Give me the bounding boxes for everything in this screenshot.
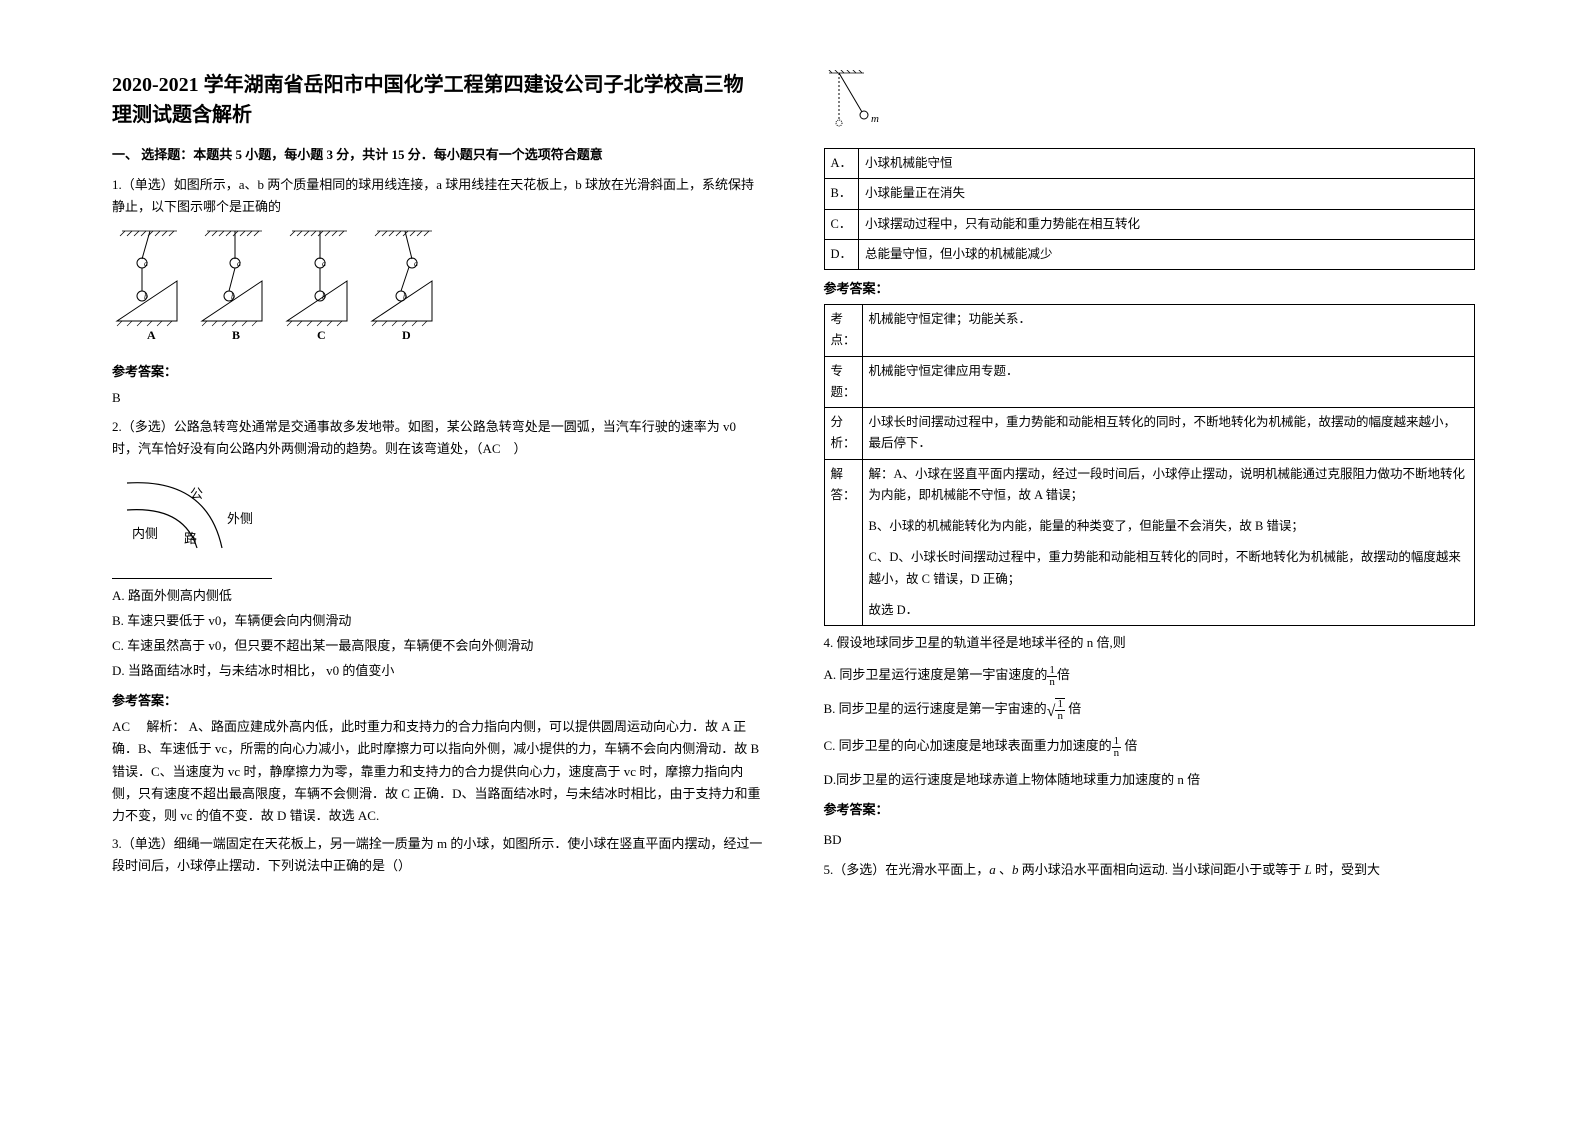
q2-stem: 2.（多选）公路急转弯处通常是交通事故多发地带。如图，某公路急转弯处是一圆弧，当… [112, 416, 764, 460]
q1-label-c: C [317, 328, 326, 342]
q5-stem: 5.（多选）在光滑水平面上，a 、b 两小球沿水平面相向运动. 当小球间距小于或… [824, 859, 1476, 881]
frac-icon: 1n [1112, 736, 1122, 759]
q3-stem: 3.（单选）细绳一端固定在天花板上，另一端拴一质量为 m 的小球，如图所示．使小… [112, 833, 764, 877]
table-row: A．小球机械能守恒 [824, 149, 1475, 179]
q4-stem: 4. 假设地球同步卫星的轨道半径是地球半径的 n 倍,则 [824, 632, 1476, 654]
q3-optB-label: B． [824, 179, 859, 209]
q2-optA: A. 路面外侧高内侧低 [112, 585, 764, 607]
q1-label-d: D [402, 328, 411, 342]
q3-options-table: A．小球机械能守恒 B．小球能量正在消失 C．小球摆动过程中，只有动能和重力势能… [824, 148, 1476, 270]
q2-outer-label: 外侧 [227, 511, 253, 526]
q4-optA: A. 同步卫星运行速度是第一宇宙速度的1n倍 [824, 664, 1476, 688]
q4-optB: B. 同步卫星的运行速度是第一宇宙速的√1n 倍 [824, 698, 1476, 725]
q3-optD-label: D． [824, 239, 859, 269]
q5-var-L: L [1305, 862, 1312, 877]
q3-row4-p4: 故选 D． [869, 600, 1469, 621]
q2-optC: C. 车速虽然高于 v0，但只要不超出某一最高限度，车辆便不会向外侧滑动 [112, 635, 764, 657]
q3-m-label: m [871, 113, 879, 125]
q2-svg: 内侧 外侧 公 路 [112, 468, 272, 563]
q3-row3-label: 分析： [824, 408, 862, 460]
q4-answer-label: 参考答案： [824, 799, 1476, 821]
q5-pre: 5.（多选）在光滑水平面上， [824, 862, 990, 877]
q3-row4-label: 解答： [824, 459, 862, 626]
q3-row2: 机械能守恒定律应用专题． [862, 356, 1475, 408]
frac-icon: 1n [1055, 698, 1065, 722]
q3-optB: 小球能量正在消失 [859, 179, 1475, 209]
exam-title: 2020-2021 学年湖南省岳阳市中国化学工程第四建设公司子北学校高三物理测试… [112, 70, 764, 130]
q1-answer-label: 参考答案： [112, 361, 764, 383]
q5-mid2: 两小球沿水平面相向运动. 当小球间距小于或等于 [1019, 862, 1305, 877]
q3-svg: m [824, 70, 894, 135]
q3-optA: 小球机械能守恒 [859, 149, 1475, 179]
q3-row4-p2: B、小球的机械能转化为内能，能量的种类变了，但能量不会消失，故 B 错误； [869, 516, 1469, 537]
q3-row4-p3: C、D、小球长时间摆动过程中，重力势能和动能相互转化的同时，不断地转化为机械能，… [869, 547, 1469, 590]
svg-text:a: a [144, 259, 148, 268]
table-row: 分析：小球长时间摆动过程中，重力势能和动能相互转化的同时，不断地转化为机械能，故… [824, 408, 1475, 460]
q2-explain: 解析： A、路面应建成外高内低，此时重力和支持力的合力指向内侧，可以提供圆周运动… [112, 719, 761, 822]
q2-answer: AC [112, 719, 130, 734]
svg-text:a: a [322, 259, 326, 268]
svg-text:a: a [414, 259, 418, 268]
frac-icon: 1n [1047, 665, 1057, 688]
q1-label-b: B [232, 328, 240, 342]
q5-suf: 时，受到大 [1312, 862, 1380, 877]
right-column: m A．小球机械能守恒 B．小球能量正在消失 C．小球摆动过程中，只有动能和重力… [794, 70, 1488, 1082]
q4-optB-suf: 倍 [1065, 701, 1081, 716]
q1-diagram: a b A a b [112, 226, 764, 353]
q3-row3: 小球长时间摆动过程中，重力势能和动能相互转化的同时，不断地转化为机械能，故摆动的… [862, 408, 1475, 460]
q2-inner-label: 内侧 [132, 526, 158, 541]
q2-road-label2: 路 [184, 531, 197, 546]
table-row: B．小球能量正在消失 [824, 179, 1475, 209]
table-row: 考点：机械能守恒定律；功能关系． [824, 305, 1475, 357]
q3-row1-label: 考点： [824, 305, 862, 357]
q1-answer: B [112, 387, 764, 409]
q1-svg: a b A a b [112, 226, 452, 346]
q2-diagram: 内侧 外侧 公 路 [112, 468, 764, 570]
q4-optC: C. 同步卫星的向心加速度是地球表面重力加速度的1n 倍 [824, 735, 1476, 759]
q3-optA-label: A． [824, 149, 859, 179]
sqrt-icon: √ [1047, 703, 1056, 720]
q3-row2-label: 专题： [824, 356, 862, 408]
svg-text:a: a [237, 259, 241, 268]
q3-diagram: m [824, 70, 1476, 142]
table-row: 解答： 解：A、小球在竖直平面内摆动，经过一段时间后，小球停止摆动，说明机械能通… [824, 459, 1475, 626]
q2-road-label1: 公 [190, 486, 203, 501]
left-column: 2020-2021 学年湖南省岳阳市中国化学工程第四建设公司子北学校高三物理测试… [100, 70, 794, 1082]
q4-optA-suf: 倍 [1057, 667, 1070, 682]
svg-text:b: b [144, 292, 148, 301]
q4-optD: D.同步卫星的运行速度是地球赤道上物体随地球重力加速度的 n 倍 [824, 769, 1476, 791]
q2-answer-explain: AC 解析： A、路面应建成外高内低，此时重力和支持力的合力指向内侧，可以提供圆… [112, 716, 764, 826]
q3-analysis-table: 考点：机械能守恒定律；功能关系． 专题：机械能守恒定律应用专题． 分析：小球长时… [824, 304, 1476, 626]
q3-row4: 解：A、小球在竖直平面内摆动，经过一段时间后，小球停止摆动，说明机械能通过克服阻… [862, 459, 1475, 626]
q3-optC-label: C． [824, 209, 859, 239]
q3-optD: 总能量守恒，但小球的机械能减少 [859, 239, 1475, 269]
q2-answer-label: 参考答案： [112, 690, 764, 712]
q3-row4-p1: 解：A、小球在竖直平面内摆动，经过一段时间后，小球停止摆动，说明机械能通过克服阻… [869, 464, 1469, 507]
q1-stem: 1.（单选）如图所示，a、b 两个质量相同的球用线连接，a 球用线挂在天花板上，… [112, 174, 764, 218]
q3-row1: 机械能守恒定律；功能关系． [862, 305, 1475, 357]
q2-divider [112, 578, 272, 579]
q4-optC-pre: C. 同步卫星的向心加速度是地球表面重力加速度的 [824, 738, 1112, 753]
q2-optB: B. 车速只要低于 v0，车辆便会向内侧滑动 [112, 610, 764, 632]
q5-mid1: 、 [996, 862, 1012, 877]
q4-answer: BD [824, 829, 1476, 851]
q3-optC: 小球摆动过程中，只有动能和重力势能在相互转化 [859, 209, 1475, 239]
q1-label-a: A [147, 328, 156, 342]
q4-optC-suf: 倍 [1121, 738, 1137, 753]
q4-optB-pre: B. 同步卫星的运行速度是第一宇宙速的 [824, 701, 1047, 716]
q4-optA-pre: A. 同步卫星运行速度是第一宇宙速度的 [824, 667, 1048, 682]
q2-optD: D. 当路面结冰时，与未结冰时相比， v0 的值变小 [112, 660, 764, 682]
q3-answer-label: 参考答案： [824, 278, 1476, 300]
section-1-heading: 一、 选择题：本题共 5 小题，每小题 3 分，共计 15 分．每小题只有一个选… [112, 144, 764, 166]
table-row: 专题：机械能守恒定律应用专题． [824, 356, 1475, 408]
table-row: C．小球摆动过程中，只有动能和重力势能在相互转化 [824, 209, 1475, 239]
table-row: D．总能量守恒，但小球的机械能减少 [824, 239, 1475, 269]
